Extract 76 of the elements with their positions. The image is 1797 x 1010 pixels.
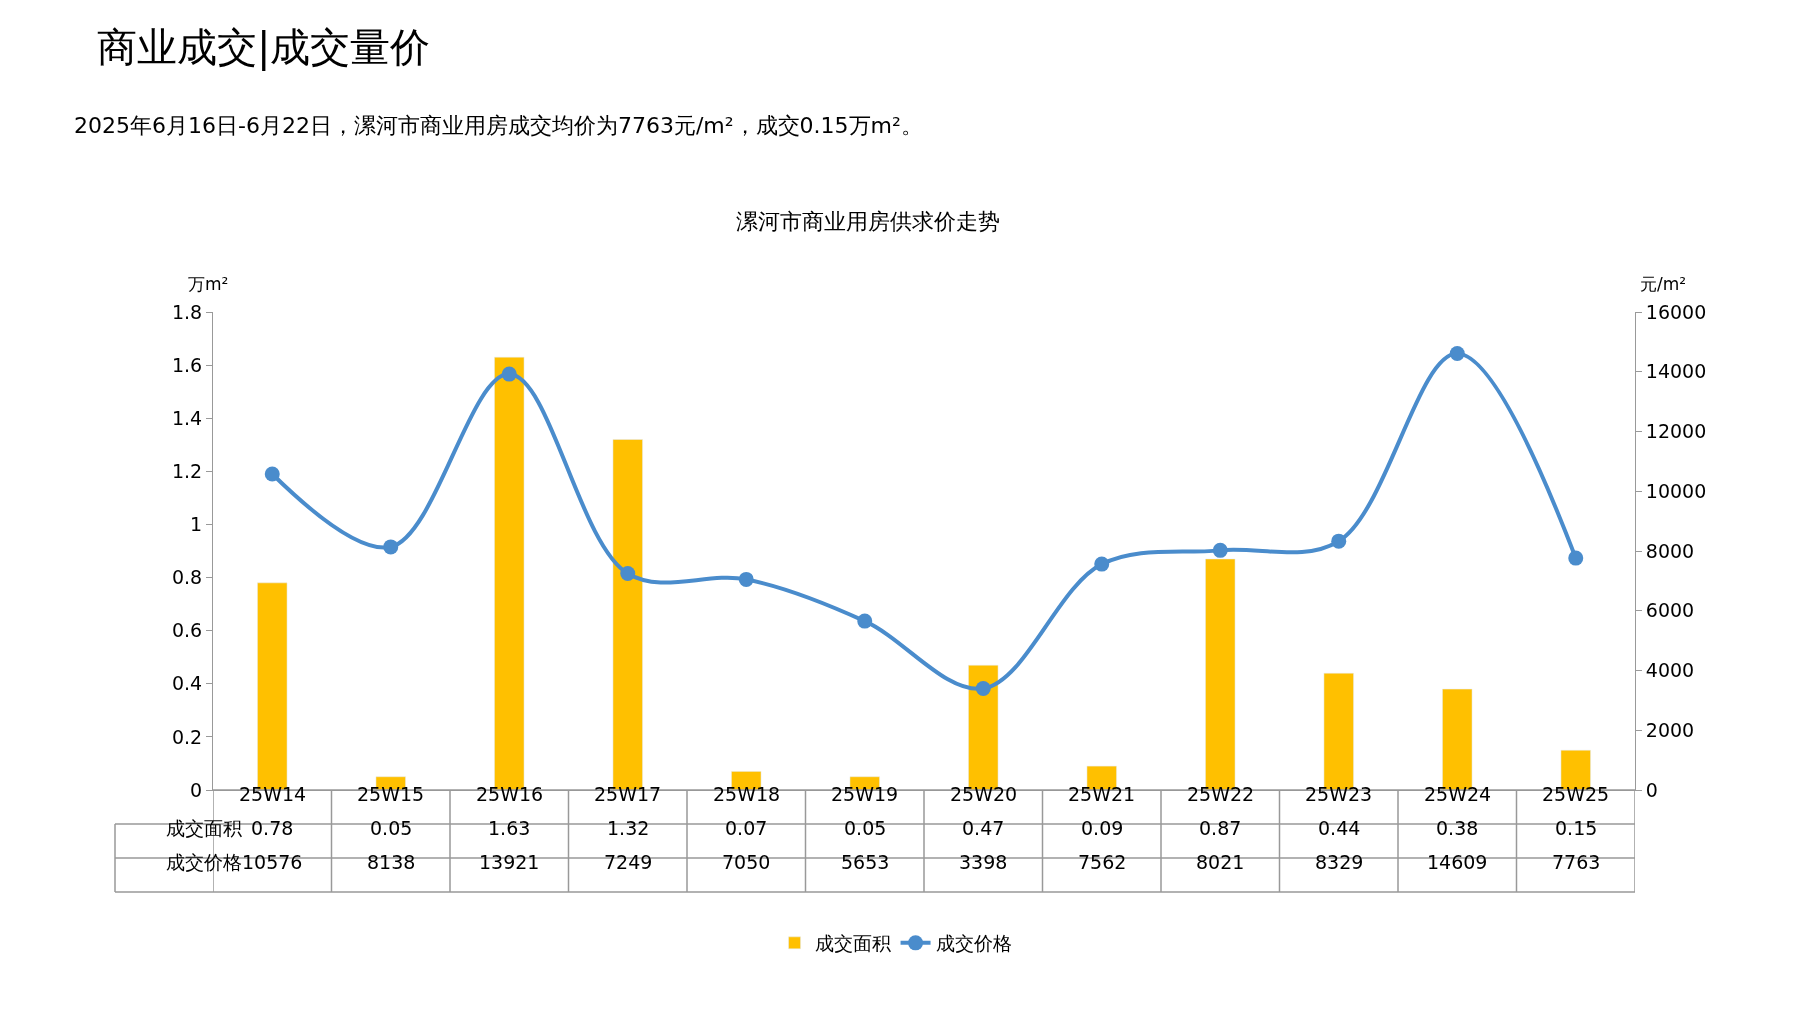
x-tick-label: 25W17 — [594, 783, 662, 805]
data-label: 1.32 — [607, 817, 650, 839]
y2-tick-label: 16000 — [1645, 300, 1707, 323]
data-label: 7562 — [1078, 851, 1127, 873]
y2-axis-title: 元/m² — [1640, 274, 1687, 294]
data-label: 5653 — [841, 851, 890, 873]
legend-label: 成交面积 — [814, 932, 891, 955]
data-label: 0.38 — [1436, 817, 1479, 839]
data-label: 0.05 — [844, 817, 887, 839]
text: 商业成交|成交量价 — [97, 24, 431, 71]
data-label: 0.44 — [1318, 817, 1361, 839]
y-axis-title: 万m² — [188, 274, 229, 294]
y2-tick-label: 12000 — [1645, 420, 1707, 443]
data-label: 0.09 — [1081, 817, 1124, 839]
data-label: 0.05 — [370, 817, 413, 839]
y-tick-label: 0.8 — [171, 566, 203, 589]
point — [501, 366, 517, 382]
x-tick-label: 25W20 — [950, 783, 1018, 805]
data-label: 0.15 — [1555, 817, 1598, 839]
x-tick-label: 25W14 — [239, 783, 307, 805]
point — [1568, 550, 1584, 566]
y-tick-label: 0.6 — [171, 619, 203, 642]
data-label: 7763 — [1552, 851, 1601, 873]
y2-tick-label: 2000 — [1645, 718, 1695, 741]
x-tick-label: 25W19 — [831, 783, 899, 805]
x-tick-label: 25W25 — [1542, 783, 1610, 805]
point — [620, 565, 636, 581]
x-tick-label: 25W18 — [713, 783, 781, 805]
point — [1212, 542, 1228, 558]
y2-tick-label: 10000 — [1645, 479, 1707, 502]
data-label: 7249 — [604, 851, 653, 873]
x-tick-label: 25W15 — [357, 783, 425, 805]
y2-tick-label: 6000 — [1645, 599, 1695, 622]
data-label: 7050 — [722, 851, 771, 873]
point — [383, 539, 399, 555]
y2-tick-label: 8000 — [1645, 539, 1695, 562]
y-tick-label: 1.8 — [171, 300, 203, 323]
y-tick-label: 0.2 — [171, 725, 203, 748]
y2-tick-label: 4000 — [1645, 659, 1695, 682]
y2-tick-label: 0 — [1645, 778, 1658, 801]
x-tick-label: 25W21 — [1068, 783, 1136, 805]
y2-tick-label: 14000 — [1645, 360, 1707, 383]
y-tick-label: 1 — [190, 513, 203, 536]
point — [857, 613, 873, 629]
data-label: 8329 — [1315, 851, 1364, 873]
data-label: 8138 — [367, 851, 416, 873]
point — [975, 680, 991, 696]
point — [1331, 533, 1347, 549]
data-label: 8021 — [1196, 851, 1245, 873]
text: 2025年6月16日-6月22日，漯河市商业用房成交均价为7763元/m²，成交0.15万m²。 — [74, 113, 923, 138]
data-label: 13921 — [479, 851, 540, 873]
x-tick-label: 25W16 — [476, 783, 544, 805]
point — [1094, 556, 1110, 572]
point — [738, 571, 754, 587]
point — [264, 466, 280, 482]
x-tick-label: 25W22 — [1187, 783, 1255, 805]
y-tick-label: 1.6 — [171, 353, 203, 376]
legend-label: 成交价格 — [935, 932, 1012, 955]
data-label: 14609 — [1427, 851, 1488, 873]
data-label: 0.07 — [725, 817, 768, 839]
y-tick-label: 0.4 — [171, 672, 203, 695]
data-label: 0.87 — [1199, 817, 1242, 839]
data-label: 0.78 — [251, 817, 294, 839]
point — [1449, 346, 1465, 362]
data-label: 0.47 — [962, 817, 1005, 839]
text: 成交价格 — [166, 851, 242, 873]
y-tick-label: 0 — [190, 778, 203, 801]
data-label: 10576 — [242, 851, 303, 873]
chart-title: 漯河市商业用房供求价走势 — [736, 208, 1001, 234]
x-tick-label: 25W23 — [1305, 783, 1373, 805]
y-tick-label: 1.2 — [171, 459, 203, 482]
x-tick-label: 25W24 — [1424, 783, 1492, 805]
data-label: 1.63 — [488, 817, 531, 839]
y-tick-label: 1.4 — [171, 406, 203, 429]
text: 成交面积 — [166, 817, 242, 839]
data-label: 3398 — [959, 851, 1008, 873]
